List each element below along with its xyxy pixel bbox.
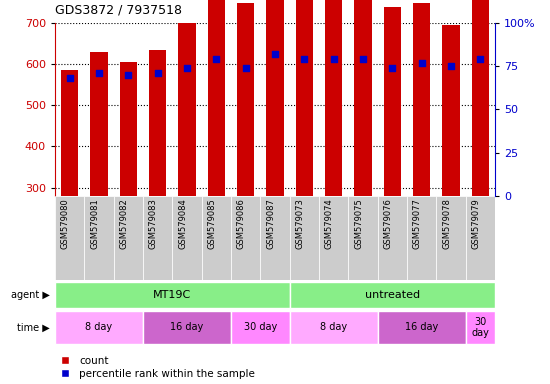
Text: GSM579077: GSM579077: [412, 199, 422, 249]
Point: [124, 72, 133, 78]
Text: time ▶: time ▶: [16, 322, 50, 333]
Bar: [290, 282, 495, 308]
Bar: [354, 0, 372, 196]
Bar: [266, 0, 284, 196]
Text: MT19C: MT19C: [153, 290, 191, 300]
Text: 30 day: 30 day: [244, 322, 277, 333]
Text: GSM579075: GSM579075: [354, 199, 363, 249]
Text: GSM579087: GSM579087: [266, 199, 275, 249]
Bar: [442, 25, 460, 196]
Bar: [231, 311, 290, 344]
Point: [476, 56, 485, 63]
Text: GSM579078: GSM579078: [442, 199, 451, 249]
Point: [65, 75, 74, 81]
Bar: [61, 70, 79, 196]
Bar: [84, 196, 114, 280]
Bar: [471, 0, 489, 196]
Legend: count, percentile rank within the sample: count, percentile rank within the sample: [60, 356, 255, 379]
Point: [329, 56, 338, 63]
Text: GSM579080: GSM579080: [60, 199, 70, 249]
Text: 16 day: 16 day: [405, 322, 438, 333]
Text: 16 day: 16 day: [170, 322, 204, 333]
Bar: [207, 0, 225, 196]
Bar: [325, 0, 343, 196]
Text: GSM579081: GSM579081: [90, 199, 99, 249]
Point: [153, 70, 162, 76]
Text: GSM579082: GSM579082: [119, 199, 128, 249]
Point: [359, 56, 367, 63]
Text: GSM579086: GSM579086: [236, 199, 246, 249]
Text: 8 day: 8 day: [85, 322, 113, 333]
Bar: [407, 196, 436, 280]
Text: untreated: untreated: [365, 290, 420, 300]
Bar: [178, 23, 196, 196]
Bar: [466, 311, 495, 344]
Bar: [383, 7, 401, 196]
Point: [447, 63, 455, 70]
Bar: [143, 196, 172, 280]
Point: [241, 65, 250, 71]
Bar: [55, 311, 143, 344]
Bar: [231, 196, 260, 280]
Bar: [90, 52, 108, 196]
Bar: [55, 196, 84, 280]
Text: 30
day: 30 day: [471, 316, 490, 338]
Text: GSM579083: GSM579083: [148, 199, 158, 249]
Bar: [55, 282, 290, 308]
Bar: [378, 311, 466, 344]
Bar: [413, 3, 431, 196]
Bar: [290, 196, 319, 280]
Point: [388, 65, 397, 71]
Point: [212, 56, 221, 63]
Bar: [114, 196, 143, 280]
Bar: [237, 3, 255, 196]
Bar: [378, 196, 407, 280]
Bar: [260, 196, 290, 280]
Bar: [119, 62, 137, 196]
Bar: [149, 50, 167, 196]
Text: GSM579079: GSM579079: [471, 199, 480, 249]
Point: [183, 65, 191, 71]
Bar: [319, 196, 348, 280]
Point: [300, 56, 309, 63]
Bar: [348, 196, 378, 280]
Text: GSM579085: GSM579085: [207, 199, 216, 249]
Text: GSM579073: GSM579073: [295, 199, 304, 249]
Text: GSM579076: GSM579076: [383, 199, 392, 249]
Bar: [172, 196, 202, 280]
Bar: [466, 196, 495, 280]
Bar: [295, 0, 313, 196]
Text: agent ▶: agent ▶: [10, 290, 50, 300]
Text: 8 day: 8 day: [320, 322, 347, 333]
Bar: [202, 196, 231, 280]
Bar: [143, 311, 231, 344]
Point: [271, 51, 279, 57]
Point: [417, 60, 426, 66]
Text: GDS3872 / 7937518: GDS3872 / 7937518: [55, 4, 182, 17]
Text: GSM579074: GSM579074: [324, 199, 334, 249]
Bar: [290, 311, 378, 344]
Bar: [436, 196, 466, 280]
Text: GSM579084: GSM579084: [178, 199, 187, 249]
Point: [95, 70, 103, 76]
